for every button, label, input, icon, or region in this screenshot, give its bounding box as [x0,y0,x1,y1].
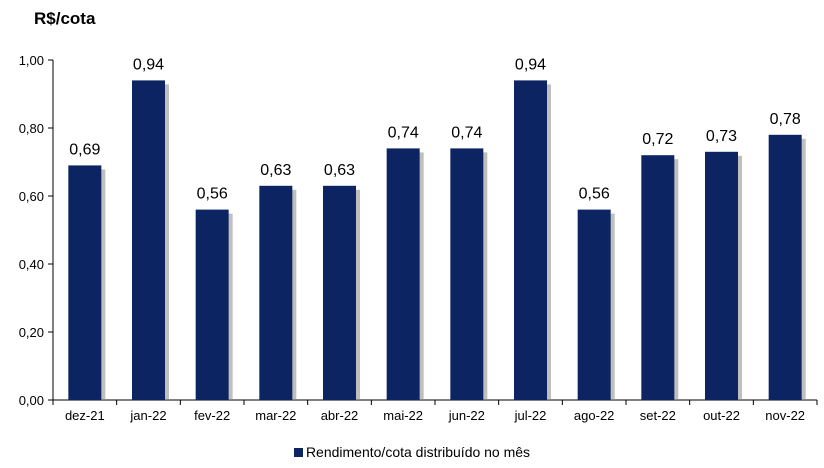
bar [450,148,484,400]
x-tick-label: out-22 [703,408,740,423]
plot-area: 0,00 0,20 0,40 0,60 0,80 1,00 0,69 dez-21 0,94 ja… [19,53,818,423]
x-tick-label: ago-22 [574,408,614,423]
x-tick-label: mai-22 [383,408,423,423]
bar [195,209,229,400]
data-label: 0,63 [324,162,355,179]
x-tick-label: nov-22 [765,408,805,423]
legend-label: Rendimento/cota distribuído no mês [305,444,531,460]
bar [705,151,738,400]
x-tick-label: dez-21 [65,408,105,423]
y-tick-label: 0,40 [19,257,44,272]
y-tick-label: 1,00 [19,53,44,68]
bar [514,80,547,401]
x-tick-label: fev-22 [194,408,230,423]
legend: Rendimento/cota distribuído no mês [0,444,824,460]
bar [132,80,165,401]
x-tick-label: set-22 [640,408,676,423]
bar [386,148,420,400]
bar [68,165,102,400]
x-tick-label: mar-22 [255,408,296,423]
data-label: 0,69 [69,141,100,158]
y-tick-label: 0,80 [19,121,44,136]
data-label: 0,94 [515,56,546,73]
data-label: 0,56 [579,186,610,203]
chart-title: R$/cota [34,9,96,28]
data-label: 0,63 [260,162,291,179]
data-label: 0,56 [197,186,228,203]
data-label: 0,73 [706,128,737,145]
bar [259,185,293,400]
legend-swatch [293,448,303,457]
x-tick-label: jun-22 [448,408,485,423]
bar [323,185,356,400]
data-label: 0,74 [388,124,419,141]
data-label: 0,94 [133,56,164,73]
data-label: 0,78 [770,111,801,128]
y-tick-label: 0,00 [19,393,44,408]
data-label: 0,74 [451,124,482,141]
x-tick-label: jan-22 [129,408,166,423]
bar [577,209,611,400]
bar [768,134,802,401]
y-tick-label: 0,60 [19,189,44,204]
data-label: 0,72 [642,131,673,148]
x-tick-label: jul-22 [514,408,547,423]
y-tick-label: 0,20 [19,325,44,340]
x-tick-label: abr-22 [321,408,359,423]
bar [641,155,675,400]
